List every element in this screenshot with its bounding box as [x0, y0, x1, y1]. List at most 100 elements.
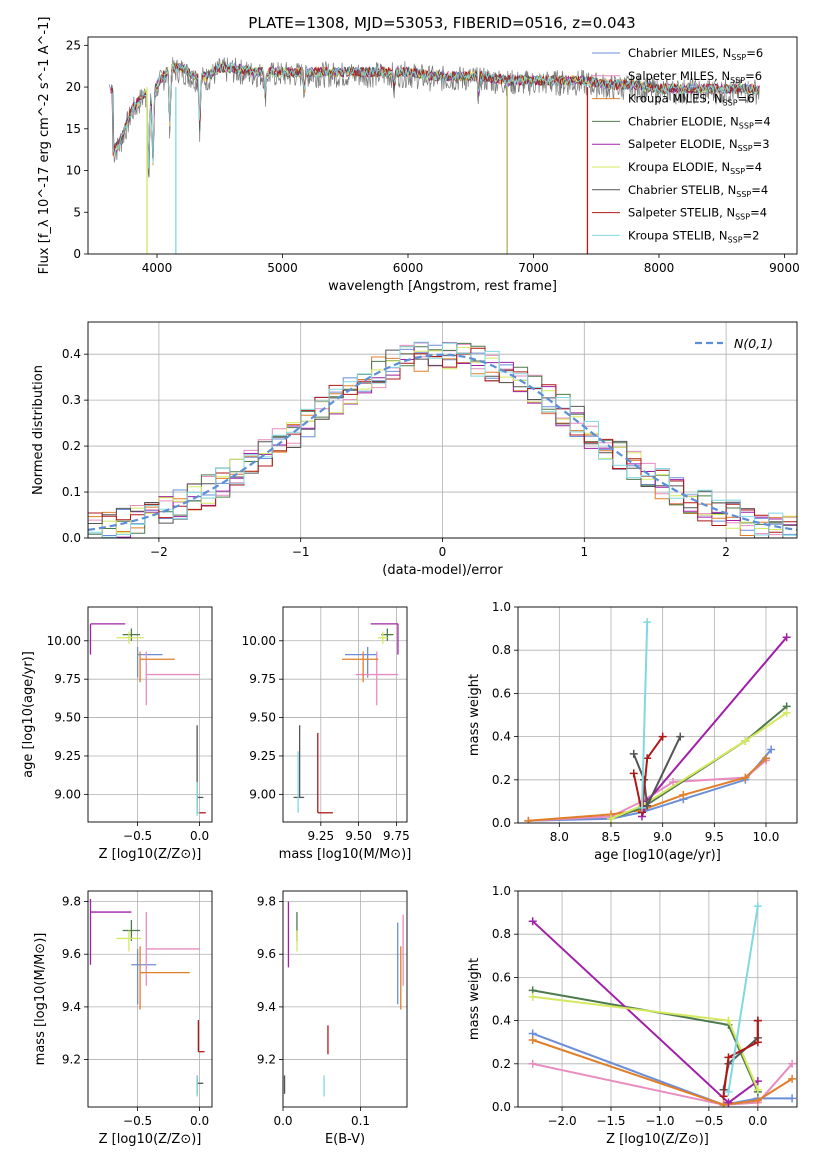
y-tick-label: 9.4 — [257, 1000, 276, 1014]
weight-marker — [629, 749, 638, 758]
errorbar-salpeter-elodie — [89, 623, 126, 655]
y-tick-label: 0.0 — [492, 1100, 511, 1114]
x-tick-label: −1 — [292, 545, 310, 559]
weight-marker — [724, 1053, 733, 1062]
weight-marker — [762, 754, 770, 763]
y-tick-label: 0.4 — [492, 730, 511, 744]
y-tick-label: 10.00 — [242, 634, 276, 648]
x-axis-label: age [log10(age/yr)] — [594, 848, 721, 863]
y-tick-label: 9.50 — [54, 711, 81, 725]
y-tick-label: 5 — [73, 205, 81, 219]
weight-line — [532, 1062, 793, 1106]
y-tick-label: 1.0 — [492, 884, 511, 898]
spectrum-panel: 4000 5000 6000 7000 8000 9000 0 5 10 15 20 25 wavele… — [37, 17, 800, 294]
residual-panel: −2 −1 0 1 2 0.0 0.1 0.2 0.3 0.4 (data-model)/error… — [31, 321, 798, 578]
weight-line — [532, 1039, 793, 1106]
x-axis-label: Z [log10(Z/Z⊙)] — [99, 1132, 202, 1147]
y-axis-label: mass [log10(M/M⊙)] — [33, 933, 48, 1066]
y-tick-label: 0.1 — [62, 485, 81, 499]
x-axis-label: mass [log10(M/M⊙)] — [279, 847, 412, 862]
y-tick-label: 9.2 — [62, 1053, 81, 1067]
weight-line — [528, 759, 767, 822]
x-axis-label: E(B-V) — [325, 1132, 365, 1147]
errorbar-salpeter-miles — [145, 651, 200, 706]
errorbar-chabrier-miles — [131, 948, 157, 1005]
weight-marker — [753, 1038, 762, 1047]
y-tick-label: 0.2 — [62, 439, 81, 453]
weight-marker — [607, 814, 615, 823]
errorbar-salpeter-miles — [145, 912, 200, 986]
model-spectrum-kroupa-stelib — [111, 61, 759, 169]
y-tick-label: 9.8 — [257, 895, 276, 909]
x-tick-label: 9.25 — [307, 829, 334, 843]
plot-area — [283, 901, 404, 1097]
weight-marker — [719, 1100, 728, 1107]
weight-series-kroupa-stelib — [724, 902, 762, 1096]
x-axis-label: wavelength [Angstrom, rest frame] — [328, 279, 557, 294]
errorbar-salpeter-stelib — [197, 1020, 205, 1053]
weight-line — [632, 736, 682, 810]
y-axis-label: mass weight — [467, 674, 482, 756]
x-axis-label: Z [log10(Z/Z⊙)] — [99, 847, 202, 862]
legend: N(0,1) — [695, 336, 773, 351]
axes-frame — [517, 890, 798, 1108]
axes-frame — [87, 606, 213, 823]
weight-marker — [719, 1092, 728, 1101]
x-tick-label: 0.0 — [190, 1114, 209, 1128]
x-tick-label: 4000 — [142, 261, 173, 275]
weight-marker — [724, 1098, 733, 1107]
plot-area — [88, 341, 797, 538]
y-tick-label: 20 — [66, 80, 81, 94]
errorbar-kroupa-elodie — [116, 631, 144, 644]
x-tick-label: 8.5 — [601, 830, 620, 844]
plot-area — [89, 623, 206, 816]
y-tick-label: 0.8 — [492, 927, 511, 941]
x-axis-label: Z [log10(Z/Z⊙)] — [606, 1132, 709, 1147]
x-axis-label: (data-model)/error — [382, 563, 503, 578]
x-tick-label: 5000 — [267, 261, 298, 275]
errorbar-kroupa-stelib — [196, 782, 200, 816]
y-tick-label: 0.6 — [492, 970, 511, 984]
axes-frame — [87, 36, 798, 255]
x-tick-label: 9000 — [769, 261, 800, 275]
legend-entry: Chabrier ELODIE, NSSP=4 — [628, 114, 771, 130]
legend-entry: Chabrier MILES, NSSP=6 — [628, 46, 763, 62]
legend-entry: Chabrier STELIB, NSSP=4 — [628, 183, 768, 199]
y-tick-label: 9.00 — [54, 787, 81, 801]
x-tick-label: 7000 — [518, 261, 549, 275]
errorbar-kroupa-elodie — [378, 631, 388, 644]
weight-marker — [782, 633, 791, 642]
y-tick-label: 9.25 — [54, 749, 81, 763]
y-tick-label: 0.2 — [492, 773, 511, 787]
weight-marker — [629, 769, 638, 778]
weight-marker — [782, 708, 791, 717]
legend-entry: Kroupa MILES, NSSP=6 — [628, 92, 754, 108]
weight-marker — [753, 902, 762, 911]
y-tick-label: 10 — [66, 164, 81, 178]
x-tick-label: 1 — [580, 545, 588, 559]
normal-reference-curve — [88, 353, 797, 531]
plot-area — [89, 898, 205, 1097]
weight-line — [727, 905, 759, 1093]
errorbar-chabrier-stelib — [196, 725, 204, 813]
y-tick-label: 9.4 — [62, 1000, 81, 1014]
weight-marker — [658, 732, 667, 741]
plot-area — [108, 57, 760, 254]
weight-marker — [753, 1085, 762, 1094]
weight-series-kroupa-elodie — [607, 708, 791, 823]
model-spectrum-salpeter-stelib — [111, 63, 760, 159]
weight-marker — [753, 1096, 762, 1105]
weight-series-chabrier-elodie — [528, 986, 762, 1096]
weight-marker — [524, 816, 533, 823]
weight-marker — [788, 1094, 797, 1103]
x-tick-label: 2 — [722, 545, 730, 559]
weight-marker — [788, 1074, 797, 1083]
y-tick-label: 25 — [66, 38, 81, 52]
errorbar-kroupa-miles — [139, 946, 190, 1010]
y-axis-label: Flux [f_λ 10^-17 erg cm^-2 s^-1 A^-1] — [37, 17, 52, 275]
weight-marker — [679, 790, 688, 799]
x-tick-label: −0.5 — [123, 829, 152, 843]
x-tick-label: 10.0 — [753, 830, 780, 844]
y-axis-label: age [log10(age/yr)] — [21, 651, 36, 778]
